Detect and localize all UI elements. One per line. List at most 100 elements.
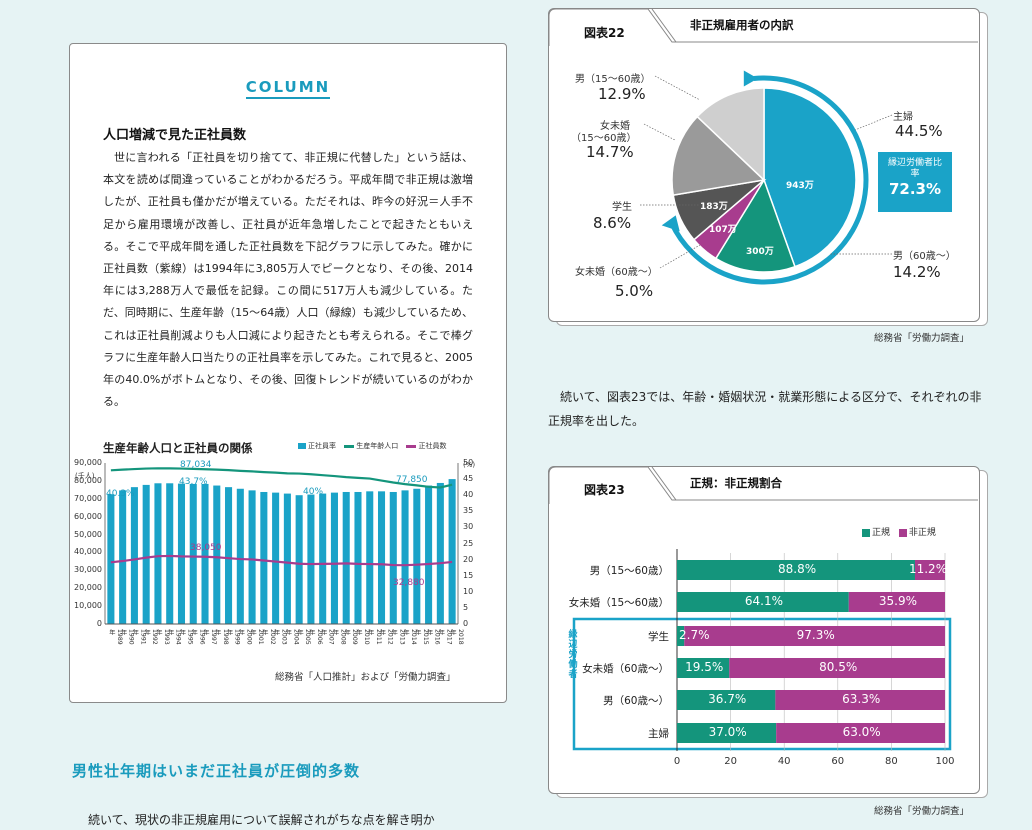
right-tick: 30 <box>463 522 474 532</box>
x-tick: 80 <box>885 756 898 767</box>
slice-label-older-women: 107万 <box>709 225 737 235</box>
x-tick: 1991年 <box>131 629 147 645</box>
pie-label-student: 学生 <box>612 202 632 213</box>
fig23-tab: 図表23 <box>584 483 625 497</box>
marginal-bracket <box>572 617 952 751</box>
left-tick: 70,000 <box>74 493 102 503</box>
x-tick: 0 <box>673 756 681 767</box>
pie-label-young-men: 男（15〜60歳） <box>575 74 651 85</box>
chart1-left-unit: (千人) <box>75 472 95 480</box>
irregular-bar <box>729 658 945 678</box>
pie-slice <box>763 87 857 268</box>
regular-value: 2.7% <box>679 628 710 642</box>
legend-regular: 正規 <box>862 528 890 538</box>
rate-bar <box>354 491 362 624</box>
pie-value-older-men: 14.2% <box>893 263 941 281</box>
annot-rate-peak: 43.7% <box>179 477 208 487</box>
irregular-value: 97.3% <box>796 628 835 642</box>
regular-bar <box>677 626 685 646</box>
x-tick: 2002年 <box>260 629 276 645</box>
row-label: 男（15〜60歳） <box>589 565 669 577</box>
fig23-chart <box>572 549 952 751</box>
left-tick: 0 <box>96 619 102 628</box>
pie-value-young-men: 12.9% <box>598 85 646 103</box>
rate-bar <box>366 491 374 624</box>
left-tick: 10,000 <box>74 601 102 611</box>
x-tick: 2013年 <box>390 629 406 645</box>
emp-line <box>110 554 453 567</box>
fig23-tab-shape <box>548 466 978 504</box>
chart1-legend: 正社員率 生産年齢人口 正社員数 <box>298 441 446 451</box>
column-badge: COLUMN <box>245 78 331 99</box>
regular-value: 19.5% <box>685 660 724 674</box>
left-tick: 60,000 <box>74 511 102 521</box>
x-tick: 1999年 <box>225 629 241 645</box>
pie-value-older-women: 5.0% <box>615 282 654 300</box>
pie-slice <box>696 87 765 182</box>
rate-bar <box>213 485 221 624</box>
rate-bar <box>201 483 209 624</box>
right-tick: 0 <box>463 619 469 628</box>
left-tick: 90,000 <box>74 458 102 467</box>
right-tick: 45 <box>463 474 474 484</box>
rate-bar <box>436 482 444 624</box>
fig22-title: 非正規雇用者の内訳 <box>690 18 794 32</box>
right-tick: 15 <box>463 570 474 580</box>
regular-bar <box>677 592 849 612</box>
right-tick: 5 <box>463 602 469 612</box>
fig22-pie <box>640 70 893 285</box>
pie-value-single-women: 14.7% <box>586 143 634 161</box>
x-tick: 2004年 <box>284 629 300 645</box>
x-tick: 40 <box>777 756 791 767</box>
regular-value: 36.7% <box>708 692 747 706</box>
rate-bar <box>107 494 115 624</box>
annot-pop-peak: 87,034 <box>180 460 212 470</box>
right-tick: 40 <box>463 490 474 500</box>
rate-bar <box>330 492 338 624</box>
regular-value: 64.1% <box>744 594 784 608</box>
rate-bar <box>295 495 303 624</box>
rate-bar <box>154 483 162 624</box>
pie-slice <box>671 115 766 196</box>
pie-label-single-women-age: （15〜60歳） <box>571 133 637 144</box>
fig23-source: 総務省「労働力調査」 <box>874 806 970 817</box>
rate-bar <box>260 491 268 624</box>
annot-rate-start: 40.3% <box>106 489 135 499</box>
chart1-source: 総務省「人口推計」および「労働力調査」 <box>275 672 456 683</box>
irregular-bar <box>914 560 945 580</box>
fig23-group-label: 縁辺労働者 <box>568 630 578 680</box>
fig22-tab: 図表22 <box>584 26 625 40</box>
x-tick: 2006年 <box>307 629 323 645</box>
irregular-value: 63.0% <box>842 725 881 739</box>
column-body-text: 世に言われる「正社員を切り捨てて、非正規に代替した」という話は、本文を読めば間違… <box>103 151 473 409</box>
slice-label-main: 943万 <box>786 181 814 191</box>
x-tick: 100 <box>935 756 955 767</box>
row-label: 女未婚（15〜60歳） <box>568 597 669 609</box>
row-label: 女未婚（60歳〜） <box>582 663 669 675</box>
right-tick: 25 <box>463 538 474 548</box>
rate-bar <box>283 493 291 624</box>
x-tick: 2008年 <box>331 629 347 645</box>
regular-bar <box>677 690 776 710</box>
annot-rate-low: 40% <box>303 487 324 497</box>
annot-emp-peak: 38,050 <box>190 543 222 553</box>
rate-bar <box>177 483 186 624</box>
chart1-svg <box>104 463 459 625</box>
marginal-ratio-label: 縁辺労働者比率 <box>888 158 943 179</box>
left-tick: 30,000 <box>74 565 102 575</box>
rate-bar <box>130 487 138 624</box>
legend-irregular: 非正規 <box>898 528 936 538</box>
rate-bar <box>425 485 433 624</box>
rate-bar <box>119 490 127 624</box>
rate-bar <box>272 492 280 624</box>
row-label: 学生 <box>648 631 669 643</box>
x-tick: 1989年 <box>107 629 123 645</box>
x-tick: 1992年 <box>143 629 159 645</box>
rate-bar <box>342 491 350 624</box>
right-tick: 35 <box>463 506 474 516</box>
pie-value-student: 8.6% <box>593 214 632 232</box>
right-tick: 20 <box>463 554 474 564</box>
x-tick: 2016年 <box>425 629 441 645</box>
irregular-bar <box>776 723 945 743</box>
chart1-title: 生産年齢人口と正社員の関係 <box>103 441 253 455</box>
